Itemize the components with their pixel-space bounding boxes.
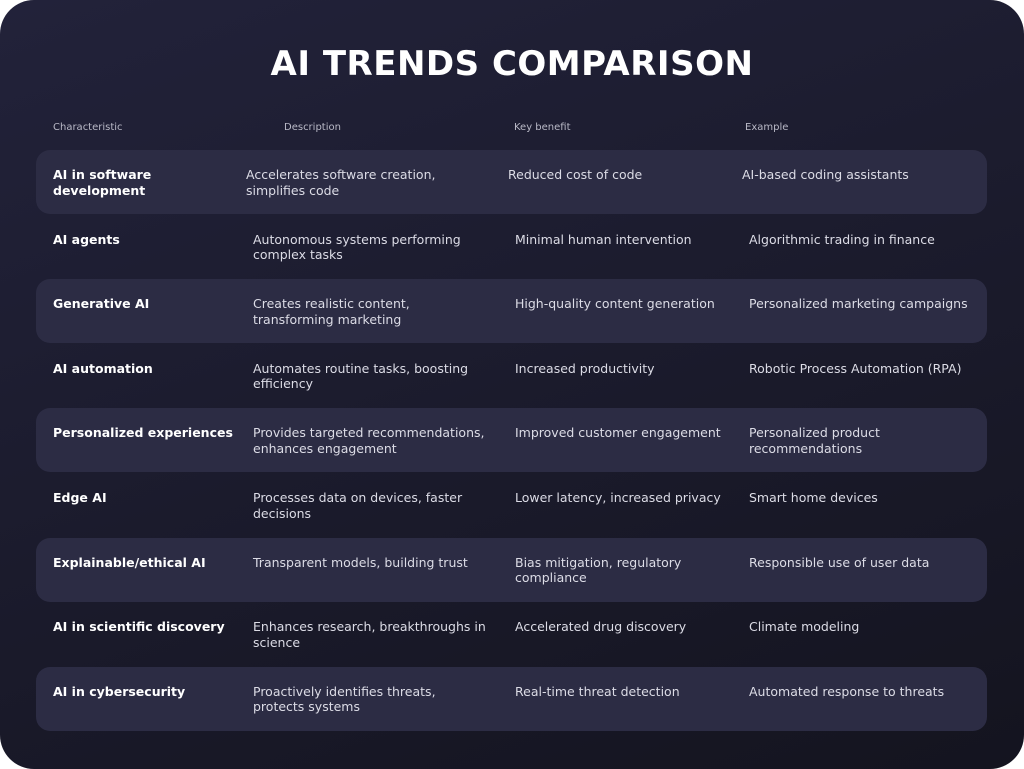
table-row: AI in scientific discovery Enhances resea… <box>36 602 987 666</box>
table-cell: Edge AI <box>53 490 107 505</box>
table-row: AI agents Autonomous systems performing c… <box>36 215 987 279</box>
table-cell: Enhances research, breakthroughs in scie… <box>253 619 486 650</box>
table-cell: AI in software development <box>53 167 152 198</box>
table-row: AI in software development Accelerates so… <box>36 150 987 214</box>
table-row: AI automation Automates routine tasks, bo… <box>36 344 987 408</box>
table-cell: Bias mitigation, regulatory compliance <box>515 554 682 586</box>
table-cell: AI-based coding assistants <box>742 167 909 182</box>
table-cell: Robotic Process Automation (RPA) <box>749 360 962 376</box>
title: AI TRENDS COMPARISON <box>270 44 754 84</box>
column-header: Example <box>745 122 789 133</box>
table-cell: Accelerates software creation, simplifie… <box>246 167 436 198</box>
table-cell: Provides targeted recommendations, enhan… <box>253 425 485 456</box>
table-row: Personalized experiences Provides targete… <box>36 408 987 473</box>
column-header: Description <box>284 122 341 133</box>
table-cell: AI in cybersecurity <box>53 683 186 699</box>
table-cell: Personalized product recommendations <box>749 425 880 456</box>
table-cell: Minimal human intervention <box>515 231 692 247</box>
table-cell: Increased productivity <box>515 360 655 376</box>
table-cell: Autonomous systems performing complex ta… <box>253 231 461 263</box>
table-cell: AI automation <box>53 360 153 376</box>
table-cell: Responsible use of user data <box>749 554 930 570</box>
table-cell: Improved customer engagement <box>515 425 721 441</box>
table-cell: Climate modeling <box>749 619 860 635</box>
table-cell: Explainable/ethical AI <box>53 554 206 570</box>
table-cell: Personalized experiences <box>53 425 233 441</box>
table-cell: Transparent models, building trust <box>253 554 468 570</box>
table-cell: Processes data on devices, faster decisi… <box>253 490 463 521</box>
table-cell: Real-time threat detection <box>515 683 680 699</box>
table-cell: Smart home devices <box>749 490 878 505</box>
table-row: Explainable/ethical AI Transparent models… <box>36 537 987 602</box>
table-row: Generative AI Creates realistic content, … <box>36 279 987 344</box>
table-cell: Accelerated drug discovery <box>515 619 687 635</box>
table-cell: Reduced cost of code <box>508 167 643 182</box>
table-cell: Lower latency, increased privacy <box>515 490 721 505</box>
table-row: AI in cybersecurity Proactively identifie… <box>36 666 987 731</box>
table-cell: AI in scientific discovery <box>53 619 225 635</box>
table-cell: Creates realistic content, transforming … <box>253 296 410 327</box>
table-cell: High-quality content generation <box>515 296 715 312</box>
table-cell: Automates routine tasks, boosting effici… <box>253 360 469 392</box>
table-cell: Automated response to threats <box>749 683 945 699</box>
column-header: Characteristic <box>53 122 123 133</box>
table-row: Edge AI Processes data on devices, faster… <box>36 473 987 537</box>
table-cell: Personalized marketing campaigns <box>749 296 968 312</box>
table-cell: Generative AI <box>53 296 150 312</box>
table-cell: AI agents <box>53 231 120 247</box>
table-cell: Proactively identifies threats, protects… <box>253 683 436 715</box>
column-header: Key benefit <box>514 122 571 133</box>
table-cell: Algorithmic trading in finance <box>749 231 935 247</box>
